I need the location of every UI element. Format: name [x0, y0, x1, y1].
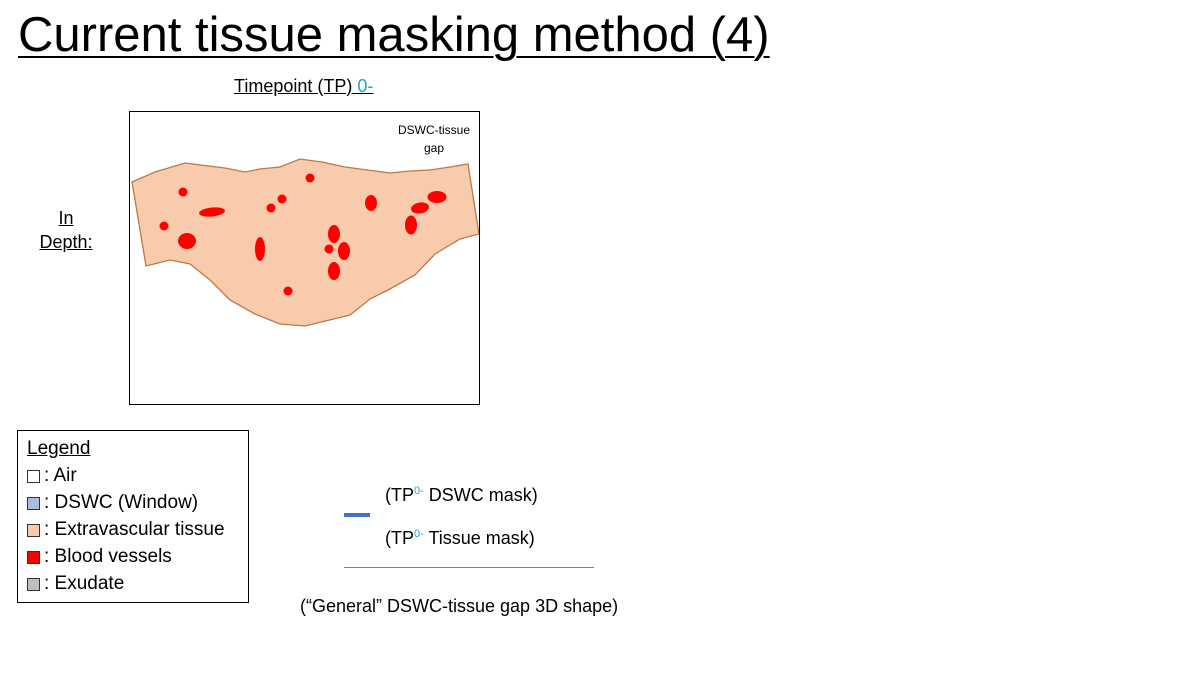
dswc-mask-prefix: (TP — [385, 485, 414, 505]
legend-label-exudate: : Exudate — [44, 573, 125, 594]
tissue-mask-label: (TP0- Tissue mask) — [385, 527, 535, 549]
blood-vessel — [328, 225, 340, 243]
vessel-swatch-icon — [27, 550, 40, 564]
dswc-mask-suffix: DSWC mask) — [423, 485, 538, 505]
dswc-mask-timepoint: 0- — [414, 485, 424, 497]
in-depth-line2: Depth: — [39, 232, 93, 252]
blood-vessel — [255, 237, 265, 261]
dswc-mask-label: (TP0- DSWC mask) — [385, 484, 538, 506]
blood-vessel — [178, 187, 188, 197]
general-gap-shape-label: (“General” DSWC-tissue gap 3D shape) — [300, 596, 619, 616]
legend: Legend : Air : DSWC (Window) : Extravasc… — [17, 430, 249, 603]
timepoint-heading: Timepoint (TP) 0- — [234, 75, 373, 97]
legend-item-exudate: : Exudate — [27, 573, 124, 595]
blood-vessel — [266, 203, 276, 213]
blood-vessels — [159, 173, 447, 296]
dswc-swatch-icon — [27, 496, 40, 510]
blood-vessel — [283, 286, 293, 296]
blood-vessel — [305, 173, 315, 183]
in-depth-line1: In — [58, 208, 74, 228]
blood-vessel — [338, 242, 350, 260]
timepoint-value: 0- — [357, 76, 374, 96]
dswc-mask-line — [344, 513, 370, 517]
legend-title: Legend — [27, 438, 91, 459]
dswc-tissue-gap-label: DSWC-tissue gap — [388, 121, 480, 157]
blood-vessel — [178, 233, 196, 249]
exudate-swatch-icon — [27, 577, 40, 591]
legend-label-vessels: : Blood vessels — [44, 546, 172, 567]
blood-vessel — [277, 194, 287, 204]
legend-label-air: : Air — [44, 465, 77, 486]
gap-divider-line — [344, 567, 594, 568]
extravascular-tissue-shape — [131, 158, 479, 327]
blood-vessel — [427, 191, 447, 203]
gap-label-line2: gap — [423, 141, 445, 155]
legend-item-air: : Air — [27, 465, 77, 487]
legend-item-dswc: : DSWC (Window) — [27, 492, 198, 514]
blood-vessel — [365, 195, 377, 211]
timepoint-label: Timepoint (TP) — [234, 76, 353, 96]
legend-label-dswc: : DSWC (Window) — [44, 492, 199, 513]
slide-title: Current tissue masking method (4) — [18, 8, 770, 62]
blood-vessel — [324, 244, 334, 254]
tissue-cross-section-diagram: DSWC-tissue gap — [129, 111, 480, 405]
blood-vessel — [411, 202, 429, 214]
tissue-cross-section-svg — [131, 158, 479, 327]
blood-vessel — [199, 207, 225, 217]
air-swatch-icon — [27, 469, 40, 483]
tissue-mask-timepoint: 0- — [414, 528, 424, 540]
blood-vessel — [159, 221, 169, 231]
gap-label-line1: DSWC-tissue — [397, 123, 470, 137]
blood-vessel — [405, 215, 417, 235]
tissue-mask-prefix: (TP — [385, 528, 414, 548]
tissue-mask-suffix: Tissue mask) — [423, 528, 535, 548]
tissue-swatch-icon — [27, 523, 40, 537]
legend-label-tissue: : Extravascular tissue — [44, 519, 225, 540]
blood-vessel — [328, 262, 340, 280]
legend-item-blood-vessels: : Blood vessels — [27, 546, 172, 568]
in-depth-label: In Depth: — [30, 206, 102, 254]
legend-item-extravascular-tissue: : Extravascular tissue — [27, 519, 225, 541]
